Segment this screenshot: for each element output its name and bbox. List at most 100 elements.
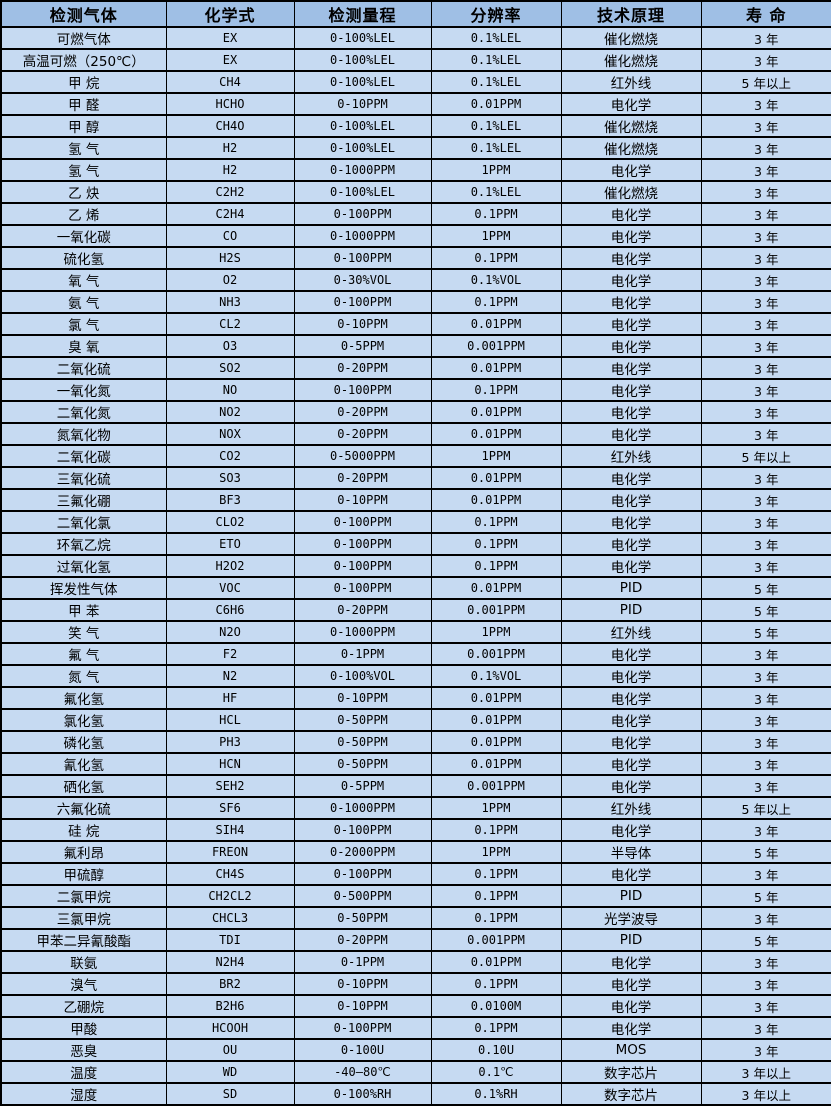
principle-cell: 电化学 [560, 818, 702, 842]
formula-cell: SEH2 [165, 774, 295, 798]
formula-cell: ETO [165, 532, 295, 556]
range-cell: 0-50PPM [293, 752, 432, 776]
principle-cell: 电化学 [560, 334, 702, 358]
life-cell: 3 年 [700, 730, 831, 754]
life-cell: 3 年 [700, 180, 831, 204]
table-row: 甲 苯 C6H6 0-20PPM 0.001PPM PID 5 年 [0, 598, 831, 622]
principle-cell: 电化学 [560, 422, 702, 446]
resolution-cell: 1PPM [430, 840, 562, 864]
resolution-cell: 0.1PPM [430, 246, 562, 270]
gas-cell: 二氧化硫 [0, 356, 167, 380]
life-cell: 3 年 [700, 774, 831, 798]
resolution-cell: 1PPM [430, 444, 562, 468]
table-row: 溴气 BR2 0-10PPM 0.1PPM 电化学 3 年 [0, 972, 831, 996]
formula-cell: N2O [165, 620, 295, 644]
resolution-cell: 0.01PPM [430, 576, 562, 600]
resolution-cell: 0.1℃ [430, 1060, 562, 1084]
principle-cell: 电化学 [560, 994, 702, 1018]
life-cell: 3 年 [700, 246, 831, 270]
formula-cell: C2H4 [165, 202, 295, 226]
gas-cell: 硒化氢 [0, 774, 167, 798]
gas-cell: 氮氧化物 [0, 422, 167, 446]
formula-cell: NH3 [165, 290, 295, 314]
principle-cell: 电化学 [560, 532, 702, 556]
table-row: 臭 氧 O3 0-5PPM 0.001PPM 电化学 3 年 [0, 334, 831, 358]
range-cell: 0-100PPM [293, 818, 432, 842]
table-header: 检测气体 化学式 检测量程 分辨率 技术原理 寿 命 [0, 0, 831, 28]
header-range: 检测量程 [293, 0, 432, 28]
principle-cell: 电化学 [560, 708, 702, 732]
table-row: 甲 醇 CH4O 0-100%LEL 0.1%LEL 催化燃烧 3 年 [0, 114, 831, 138]
formula-cell: F2 [165, 642, 295, 666]
formula-cell: OU [165, 1038, 295, 1062]
table-row: 二氧化氯 CLO2 0-100PPM 0.1PPM 电化学 3 年 [0, 510, 831, 534]
range-cell: 0-100%LEL [293, 26, 432, 50]
resolution-cell: 0.01PPM [430, 400, 562, 424]
range-cell: 0-100%LEL [293, 48, 432, 72]
life-cell: 3 年 [700, 378, 831, 402]
resolution-cell: 0.0100M [430, 994, 562, 1018]
resolution-cell: 1PPM [430, 224, 562, 248]
gas-cell: 甲硫醇 [0, 862, 167, 886]
gas-cell: 二氧化碳 [0, 444, 167, 468]
table-body: 可燃气体 EX 0-100%LEL 0.1%LEL 催化燃烧 3 年 高温可燃（… [0, 26, 831, 1106]
gas-cell: 一氧化氮 [0, 378, 167, 402]
table-row: 氢 气 H2 0-100%LEL 0.1%LEL 催化燃烧 3 年 [0, 136, 831, 160]
formula-cell: SO3 [165, 466, 295, 490]
range-cell: 0-5000PPM [293, 444, 432, 468]
gas-cell: 乙 烯 [0, 202, 167, 226]
formula-cell: BR2 [165, 972, 295, 996]
resolution-cell: 0.1%LEL [430, 70, 562, 94]
life-cell: 3 年 [700, 334, 831, 358]
life-cell: 3 年 [700, 202, 831, 226]
range-cell: 0-30%VOL [293, 268, 432, 292]
range-cell: 0-100%RH [293, 1082, 432, 1106]
life-cell: 5 年 [700, 840, 831, 864]
resolution-cell: 0.1PPM [430, 290, 562, 314]
gas-cell: 氢 气 [0, 158, 167, 182]
gas-cell: 硫化氢 [0, 246, 167, 270]
table-row: 三氧化硫 SO3 0-20PPM 0.01PPM 电化学 3 年 [0, 466, 831, 490]
table-row: 湿度 SD 0-100%RH 0.1%RH 数字芯片 3 年以上 [0, 1082, 831, 1106]
table-row: 三氟化硼 BF3 0-10PPM 0.01PPM 电化学 3 年 [0, 488, 831, 512]
resolution-cell: 0.1PPM [430, 1016, 562, 1040]
table-row: 甲 醛 HCHO 0-10PPM 0.01PPM 电化学 3 年 [0, 92, 831, 116]
gas-cell: 溴气 [0, 972, 167, 996]
gas-cell: 环氧乙烷 [0, 532, 167, 556]
formula-cell: CO2 [165, 444, 295, 468]
range-cell: 0-50PPM [293, 708, 432, 732]
formula-cell: HCOOH [165, 1016, 295, 1040]
range-cell: 0-100PPM [293, 532, 432, 556]
resolution-cell: 0.1PPM [430, 906, 562, 930]
resolution-cell: 1PPM [430, 620, 562, 644]
range-cell: 0-100PPM [293, 510, 432, 534]
range-cell: 0-1PPM [293, 642, 432, 666]
range-cell: 0-20PPM [293, 598, 432, 622]
resolution-cell: 0.01PPM [430, 488, 562, 512]
principle-cell: 电化学 [560, 510, 702, 534]
formula-cell: EX [165, 26, 295, 50]
range-cell: 0-100PPM [293, 246, 432, 270]
life-cell: 3 年 [700, 1016, 831, 1040]
range-cell: 0-100PPM [293, 576, 432, 600]
table-row: 氯 气 CL2 0-10PPM 0.01PPM 电化学 3 年 [0, 312, 831, 336]
principle-cell: 电化学 [560, 752, 702, 776]
principle-cell: 电化学 [560, 92, 702, 116]
principle-cell: 光学波导 [560, 906, 702, 930]
range-cell: 0-10PPM [293, 312, 432, 336]
life-cell: 3 年 [700, 268, 831, 292]
table-row: 氯化氢 HCL 0-50PPM 0.01PPM 电化学 3 年 [0, 708, 831, 732]
life-cell: 3 年 [700, 356, 831, 380]
gas-cell: 三氯甲烷 [0, 906, 167, 930]
header-formula: 化学式 [165, 0, 295, 28]
resolution-cell: 0.10U [430, 1038, 562, 1062]
resolution-cell: 0.1PPM [430, 378, 562, 402]
principle-cell: 电化学 [560, 950, 702, 974]
table-row: 氧 气 O2 0-30%VOL 0.1%VOL 电化学 3 年 [0, 268, 831, 292]
life-cell: 5 年以上 [700, 70, 831, 94]
formula-cell: PH3 [165, 730, 295, 754]
gas-cell: 二氧化氯 [0, 510, 167, 534]
principle-cell: 电化学 [560, 378, 702, 402]
life-cell: 3 年 [700, 642, 831, 666]
table-row: 可燃气体 EX 0-100%LEL 0.1%LEL 催化燃烧 3 年 [0, 26, 831, 50]
